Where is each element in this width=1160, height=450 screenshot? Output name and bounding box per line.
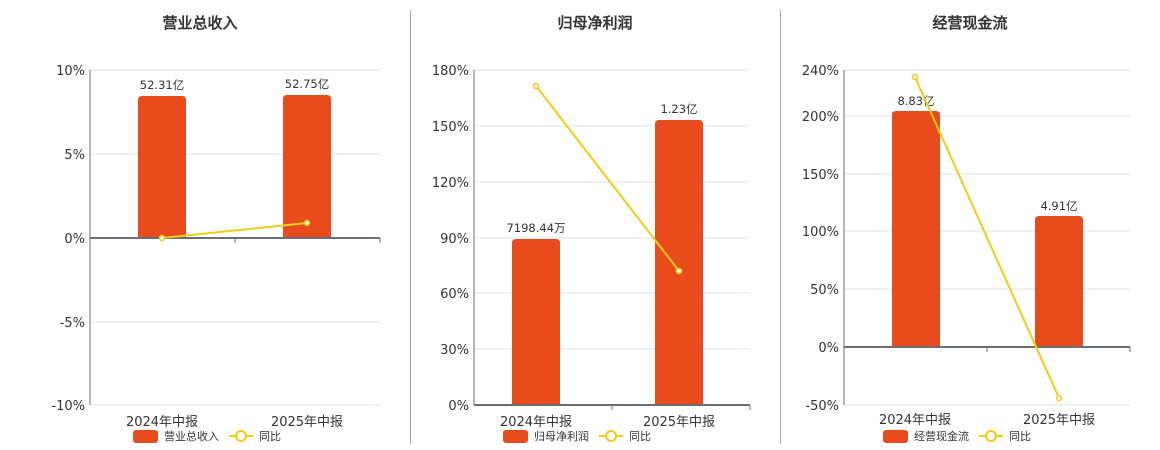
chart-svg: 240%200%150%100%50%0%-50%8.83亿4.91亿2024年… — [802, 64, 1131, 443]
yoy-line — [914, 76, 1060, 399]
y-tick-label: 50% — [810, 283, 839, 298]
legend-bar-swatch[interactable] — [503, 430, 528, 443]
bar[interactable] — [283, 95, 331, 238]
legend-bar-label[interactable]: 营业总收入 — [164, 429, 219, 443]
yoy-point[interactable] — [303, 219, 311, 227]
bar[interactable] — [892, 111, 940, 347]
y-tick-label: 0% — [818, 341, 839, 356]
x-category-label: 2025年中报 — [271, 415, 343, 430]
y-tick-label: 0% — [448, 399, 469, 414]
y-tick-label: 5% — [64, 148, 85, 163]
yoy-line — [161, 222, 308, 239]
y-tick-label: 100% — [802, 225, 839, 240]
y-tick-label: 240% — [802, 64, 839, 79]
chart-title: 归母净利润 — [557, 14, 633, 32]
y-tick-label: 180% — [432, 64, 469, 79]
x-category-label: 2025年中报 — [1023, 413, 1095, 428]
y-tick-label: -10% — [51, 399, 85, 414]
y-tick-label: 0% — [64, 232, 85, 247]
legend-yoy-label[interactable]: 同比 — [1009, 430, 1031, 443]
bar-value-label: 7198.44万 — [506, 221, 565, 235]
chart-title: 经营现金流 — [932, 14, 1008, 32]
x-category-label: 2025年中报 — [643, 415, 715, 430]
bar-value-label: 1.23亿 — [660, 102, 697, 116]
y-tick-label: 150% — [432, 120, 469, 135]
y-tick-label: -5% — [60, 316, 85, 331]
chart-title: 营业总收入 — [162, 14, 238, 32]
yoy-point[interactable] — [158, 234, 166, 242]
y-tick-label: -50% — [805, 399, 839, 414]
chart-svg: 10% 5% 0% -5% -10% 52.31亿 52.75亿 2024年中报 2025年中报… — [51, 64, 381, 443]
legend-yoy-label[interactable]: 同比 — [629, 430, 651, 443]
legend-bar-swatch[interactable] — [133, 430, 158, 443]
y-tick-label: 60% — [440, 287, 469, 302]
y-tick-label: 30% — [440, 343, 469, 358]
bar[interactable] — [1035, 216, 1083, 347]
yoy-point[interactable] — [911, 73, 919, 81]
bar[interactable] — [655, 120, 703, 405]
chart-panel-revenue: 营业总收入 10% 5% 0% -5% -10% 52.31亿 52.75亿 2024年中报 2… — [0, 0, 400, 450]
legend-bar-label[interactable]: 归母净利润 — [534, 429, 589, 443]
x-category-label: 2024年中报 — [500, 415, 572, 430]
yoy-point[interactable] — [675, 267, 683, 275]
legend-circle-icon — [605, 430, 617, 442]
chart-panel-net-profit: 归母净利润 180% 150% 120% 90% 60% 30% 0% 7198.44万 1.2… — [410, 0, 780, 450]
y-tick-label: 10% — [56, 64, 85, 79]
bar[interactable] — [512, 239, 560, 405]
y-tick-label: 150% — [802, 168, 839, 183]
legend-bar-swatch[interactable] — [883, 430, 908, 443]
bar-value-label: 52.75亿 — [285, 77, 329, 91]
bar-value-label: 52.31亿 — [140, 78, 184, 92]
chart-panel-operating-cashflow: 经营现金流 240% 200% 150% 100% 50% 0% -50% 8.83亿 4.91… — [780, 0, 1160, 450]
yoy-point[interactable] — [1055, 394, 1063, 402]
panel-divider — [780, 10, 781, 444]
yoy-point[interactable] — [532, 82, 540, 90]
legend-circle-icon — [235, 430, 247, 442]
panel-divider — [410, 10, 411, 444]
chart-svg: 180% 150% 120% 90% 60% 30% 0% 7198.44万 1.23亿 2024… — [432, 64, 751, 443]
yoy-line — [535, 85, 680, 272]
x-category-label: 2024年中报 — [126, 415, 198, 430]
legend-yoy-label[interactable]: 同比 — [259, 430, 281, 443]
x-category-label: 2024年中报 — [879, 413, 951, 428]
y-tick-label: 120% — [432, 176, 469, 191]
legend-circle-icon — [985, 430, 997, 442]
legend-bar-label[interactable]: 经营现金流 — [914, 429, 969, 443]
bar-value-label: 4.91亿 — [1040, 199, 1077, 213]
y-tick-label: 90% — [440, 232, 469, 247]
bar[interactable] — [138, 96, 186, 238]
y-tick-label: 200% — [802, 110, 839, 125]
